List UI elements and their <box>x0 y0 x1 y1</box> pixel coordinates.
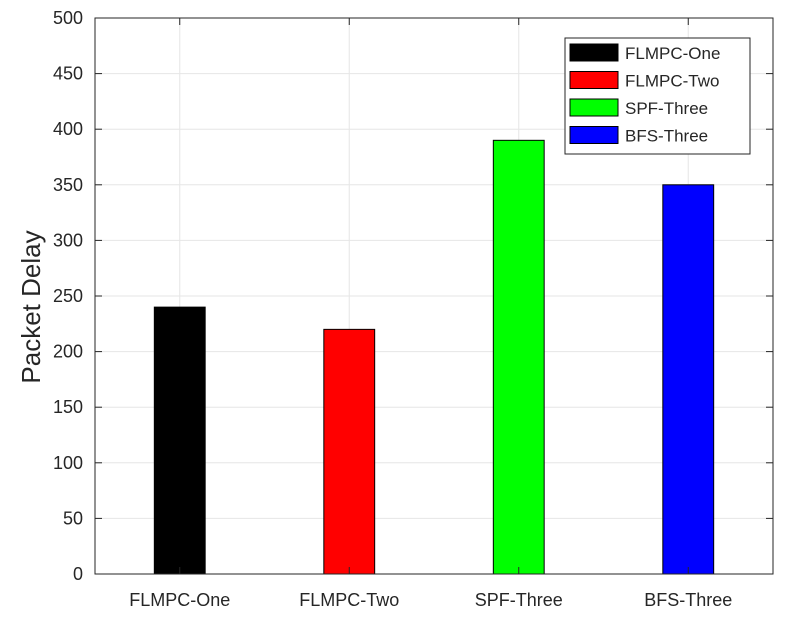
x-tick-label: FLMPC-Two <box>299 590 399 610</box>
axes <box>94 17 774 575</box>
y-tick-label: 250 <box>53 286 83 306</box>
legend: FLMPC-One FLMPC-Two SPF-Three BFS-Three <box>564 37 751 155</box>
y-tick-label: 450 <box>53 64 83 84</box>
y-tick-label: 50 <box>63 508 83 528</box>
y-tick-label: 100 <box>53 453 83 473</box>
legend-label: SPF-Three <box>625 99 708 118</box>
x-tick-label: FLMPC-One <box>129 590 230 610</box>
bar-bfs-three <box>662 184 715 575</box>
y-tick-label: 200 <box>53 342 83 362</box>
legend-swatch <box>569 98 619 117</box>
y-tick-label: 400 <box>53 119 83 139</box>
bar-spf-three <box>492 139 545 575</box>
y-tick-label: 150 <box>53 397 83 417</box>
y-axis-label: Packet Delay <box>16 230 46 383</box>
x-tick-label: SPF-Three <box>475 590 563 610</box>
legend-swatch <box>569 126 619 144</box>
legend-swatch <box>569 71 619 89</box>
y-tick-label: 0 <box>73 564 83 584</box>
bar-flmpc-two <box>323 328 376 575</box>
legend-label: FLMPC-One <box>625 44 720 63</box>
bar-series <box>153 139 715 575</box>
y-tick-labels: 0 50 100 150 200 250 300 350 400 450 500 <box>53 8 83 584</box>
legend-swatch <box>569 43 619 62</box>
x-tick-labels: FLMPC-One FLMPC-Two SPF-Three BFS-Three <box>129 590 732 610</box>
x-tick-label: BFS-Three <box>644 590 732 610</box>
y-tick-label: 350 <box>53 175 83 195</box>
y-tick-label: 500 <box>53 8 83 28</box>
y-tick-label: 300 <box>53 230 83 250</box>
bar-flmpc-one <box>153 306 206 575</box>
legend-label: FLMPC-Two <box>625 72 719 91</box>
legend-label: BFS-Three <box>625 127 708 146</box>
